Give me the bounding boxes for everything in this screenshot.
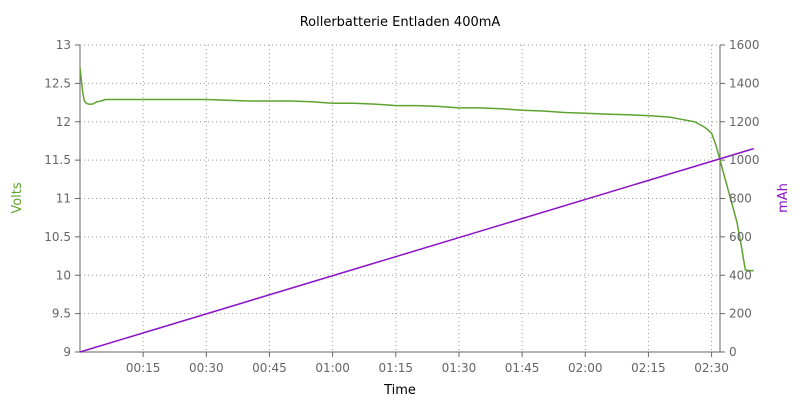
y-axis-right-label: mAh (776, 183, 791, 213)
y-right-tick-label: 800 (729, 192, 752, 206)
y-left-tick-label: 10.5 (44, 230, 71, 244)
y-right-tick-label: 1600 (729, 38, 760, 52)
y-left-tick-label: 12 (56, 115, 71, 129)
chart-title: Rollerbatterie Entladen 400mA (300, 15, 501, 30)
y-left-tick-label: 11 (56, 192, 71, 206)
y-left-tick-label: 10 (56, 268, 71, 282)
x-tick-label: 00:30 (189, 361, 224, 375)
x-tick-label: 00:15 (126, 361, 161, 375)
y-left-tick-label: 9 (63, 345, 71, 359)
mah-series-line (79, 147, 754, 353)
x-tick-label: 01:45 (505, 361, 540, 375)
y-left-tick-label: 12.5 (44, 76, 71, 90)
grid (80, 45, 720, 352)
x-tick-label: 01:00 (315, 361, 350, 375)
y-axis-left-label: Volts (10, 182, 25, 214)
y-right-tick-label: 1000 (729, 153, 760, 167)
x-axis-label: Time (383, 383, 416, 398)
y-right-tick-label: 400 (729, 268, 752, 282)
x-tick-label: 02:30 (694, 361, 729, 375)
x-tick-label: 02:15 (631, 361, 666, 375)
axes (75, 44, 725, 357)
x-tick-label: 01:15 (378, 361, 413, 375)
volts-series-line (79, 67, 754, 272)
y-right-tick-label: 200 (729, 307, 752, 321)
y-left-tick-label: 9.5 (52, 307, 71, 321)
y-left-tick-label: 13 (56, 38, 71, 52)
x-tick-label: 00:45 (252, 361, 287, 375)
y-left-tick-label: 11.5 (44, 153, 71, 167)
tick-labels: 9 0 9.5 200 10 400 10.5 600 11 800 11.5 1000 12 1200 1… (44, 38, 759, 375)
x-tick-label: 01:30 (442, 361, 477, 375)
y-right-tick-label: 0 (729, 345, 737, 359)
y-right-tick-label: 600 (729, 230, 752, 244)
series (79, 67, 754, 353)
x-tick-label: 02:00 (568, 361, 603, 375)
y-right-tick-label: 1400 (729, 76, 760, 90)
y-right-tick-label: 1200 (729, 115, 760, 129)
